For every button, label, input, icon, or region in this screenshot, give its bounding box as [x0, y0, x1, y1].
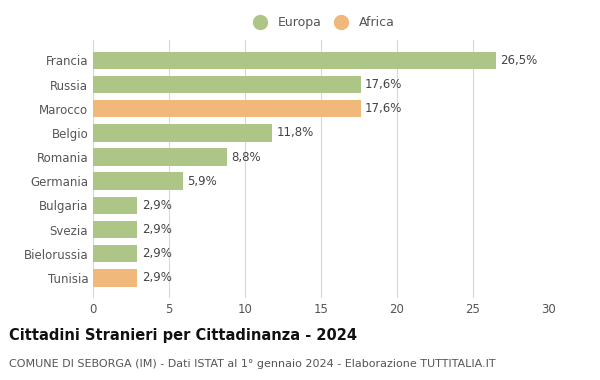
Text: 17,6%: 17,6%: [365, 78, 403, 91]
Bar: [93, 197, 137, 214]
Text: 5,9%: 5,9%: [187, 175, 217, 188]
Bar: [93, 100, 361, 117]
Text: 2,9%: 2,9%: [142, 271, 172, 284]
Text: 2,9%: 2,9%: [142, 199, 172, 212]
Bar: [93, 221, 137, 238]
Legend: Europa, Africa: Europa, Africa: [244, 13, 398, 33]
Bar: [93, 52, 496, 69]
Text: 2,9%: 2,9%: [142, 223, 172, 236]
Bar: [93, 269, 137, 287]
Text: Cittadini Stranieri per Cittadinanza - 2024: Cittadini Stranieri per Cittadinanza - 2…: [9, 328, 357, 343]
Bar: [93, 173, 182, 190]
Bar: [93, 148, 227, 166]
Bar: [93, 124, 272, 141]
Text: 8,8%: 8,8%: [232, 150, 261, 163]
Text: 11,8%: 11,8%: [277, 126, 314, 139]
Text: 2,9%: 2,9%: [142, 247, 172, 260]
Bar: [93, 76, 361, 93]
Text: 26,5%: 26,5%: [500, 54, 538, 67]
Text: 17,6%: 17,6%: [365, 102, 403, 115]
Bar: [93, 245, 137, 262]
Text: COMUNE DI SEBORGA (IM) - Dati ISTAT al 1° gennaio 2024 - Elaborazione TUTTITALIA: COMUNE DI SEBORGA (IM) - Dati ISTAT al 1…: [9, 359, 496, 369]
